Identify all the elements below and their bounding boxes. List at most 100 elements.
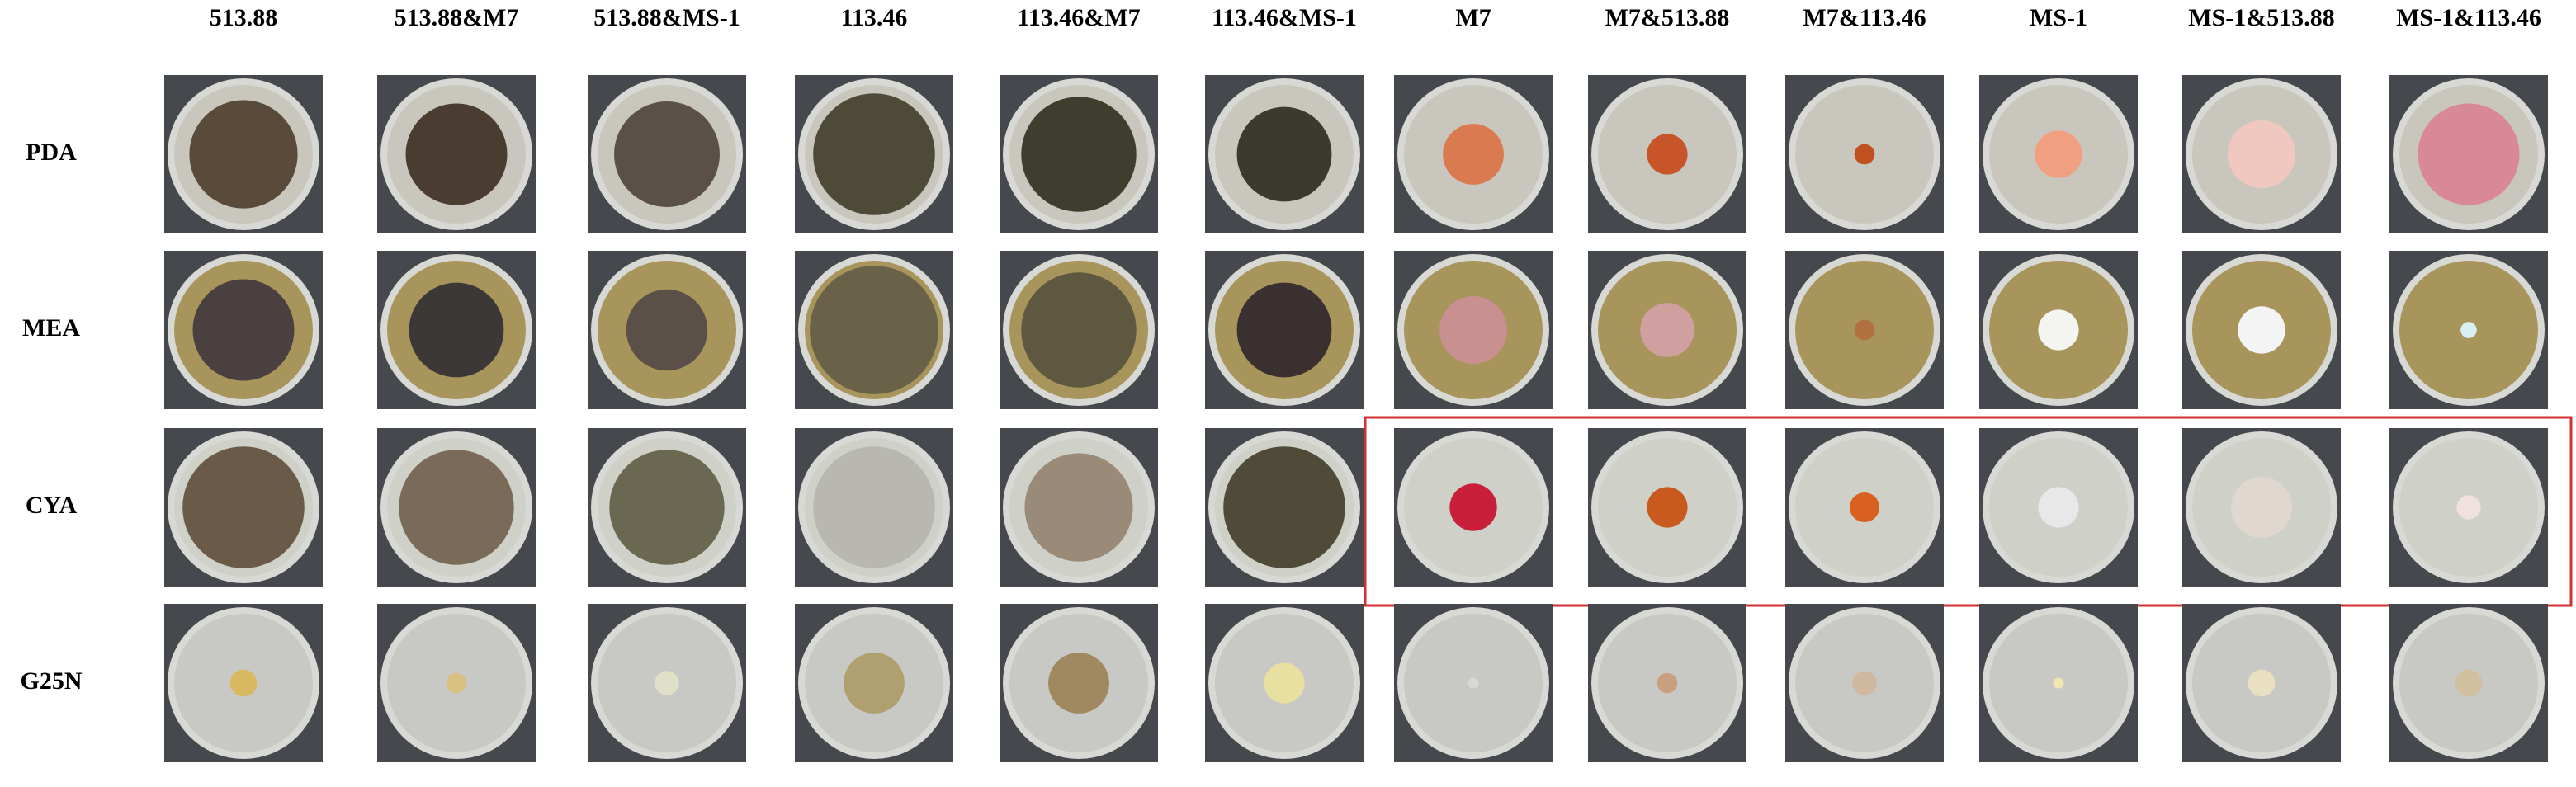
petri-dish xyxy=(1785,428,1944,587)
colony xyxy=(2455,669,2483,697)
colony xyxy=(2053,677,2064,689)
colony xyxy=(189,100,298,209)
petri-dish xyxy=(164,75,323,233)
petri-dish xyxy=(2389,75,2548,233)
colony xyxy=(2248,669,2276,697)
petri-dish xyxy=(588,428,746,587)
column-header: 113.46&M7 xyxy=(1017,4,1140,31)
colony xyxy=(1854,144,1875,165)
colony xyxy=(1236,106,1332,202)
petri-dish xyxy=(795,428,953,587)
petri-dish xyxy=(1000,251,1158,409)
petri-dish xyxy=(2182,428,2341,587)
petri-dish xyxy=(164,428,323,587)
petri-dish xyxy=(1785,604,1944,762)
colony xyxy=(1024,453,1133,562)
colony xyxy=(1640,303,1694,357)
column-header: M7 xyxy=(1455,4,1491,31)
colony xyxy=(2035,130,2082,178)
colony xyxy=(810,266,938,394)
column-header: 113.46&MS-1 xyxy=(1212,4,1357,31)
colony xyxy=(609,450,725,565)
colony xyxy=(1048,653,1109,714)
colony xyxy=(1021,272,1137,388)
colony xyxy=(229,669,258,697)
colony xyxy=(1264,662,1305,704)
petri-dish xyxy=(377,604,536,762)
colony xyxy=(1223,446,1345,568)
row-label: G25N xyxy=(21,667,83,695)
petri-dish xyxy=(1000,604,1158,762)
colony xyxy=(1443,124,1504,185)
petri-dish xyxy=(1588,604,1746,762)
colony xyxy=(1854,319,1875,341)
petri-dish xyxy=(795,75,953,233)
petri-dish xyxy=(2182,251,2341,409)
petri-dish xyxy=(1205,428,1364,587)
petri-dish xyxy=(1588,75,1746,233)
colony xyxy=(1021,97,1137,212)
colony xyxy=(1657,672,1678,694)
petri-dish xyxy=(377,251,536,409)
column-header: MS-1&113.46 xyxy=(2396,4,2541,31)
petri-dish xyxy=(1394,75,1553,233)
colony xyxy=(1647,134,1688,175)
petri-dish xyxy=(1785,75,1944,233)
colony xyxy=(1852,671,1877,695)
colony xyxy=(405,103,508,205)
column-header: 513.88&MS-1 xyxy=(593,4,740,31)
colony xyxy=(2460,322,2477,338)
petri-dish xyxy=(1979,251,2138,409)
petri-dish xyxy=(377,75,536,233)
highlight-box xyxy=(1364,416,2573,607)
colony xyxy=(2238,306,2285,354)
petri-dish xyxy=(588,251,746,409)
petri-dish xyxy=(2182,604,2341,762)
colony xyxy=(182,446,305,568)
petri-dish xyxy=(1205,604,1364,762)
petri-dish xyxy=(1588,251,1746,409)
petri-dish xyxy=(1979,75,2138,233)
petri-dish xyxy=(1205,75,1364,233)
colony xyxy=(2418,103,2520,205)
petri-dish xyxy=(588,75,746,233)
petri-dish xyxy=(2182,75,2341,233)
column-header: M7&513.88 xyxy=(1605,4,1730,31)
petri-dish xyxy=(1205,251,1364,409)
petri-dish xyxy=(164,251,323,409)
colony xyxy=(192,279,295,381)
row-label: CYA xyxy=(26,492,78,519)
colony xyxy=(2456,495,2481,520)
petri-dish xyxy=(2389,251,2548,409)
petri-dish xyxy=(1785,251,1944,409)
colony xyxy=(1849,492,1880,523)
colony xyxy=(655,671,679,695)
colony xyxy=(813,93,935,215)
petri-dish xyxy=(795,251,953,409)
column-header: M7&113.46 xyxy=(1803,4,1926,31)
petri-dish xyxy=(795,604,953,762)
petri-dish xyxy=(1979,604,2138,762)
column-header: MS-1&513.88 xyxy=(2188,4,2334,31)
petri-dish xyxy=(1000,428,1158,587)
colony xyxy=(1468,677,1479,689)
colony xyxy=(1439,296,1507,364)
petri-dish xyxy=(1979,428,2138,587)
column-header: 513.88 xyxy=(210,4,278,31)
colony xyxy=(1449,483,1497,531)
row-label: PDA xyxy=(26,139,77,166)
petri-dish xyxy=(588,604,746,762)
petri-dish xyxy=(164,604,323,762)
column-header: 113.46 xyxy=(841,4,908,31)
column-header: 513.88&M7 xyxy=(395,4,519,31)
colony xyxy=(1236,282,1332,378)
petri-dish xyxy=(1394,428,1553,587)
petri-dish xyxy=(377,428,536,587)
petri-dish xyxy=(1394,251,1553,409)
petri-dish xyxy=(1588,428,1746,587)
colony xyxy=(409,282,504,378)
colony xyxy=(813,446,935,568)
petri-dish xyxy=(2389,428,2548,587)
petri-dish xyxy=(1394,604,1553,762)
